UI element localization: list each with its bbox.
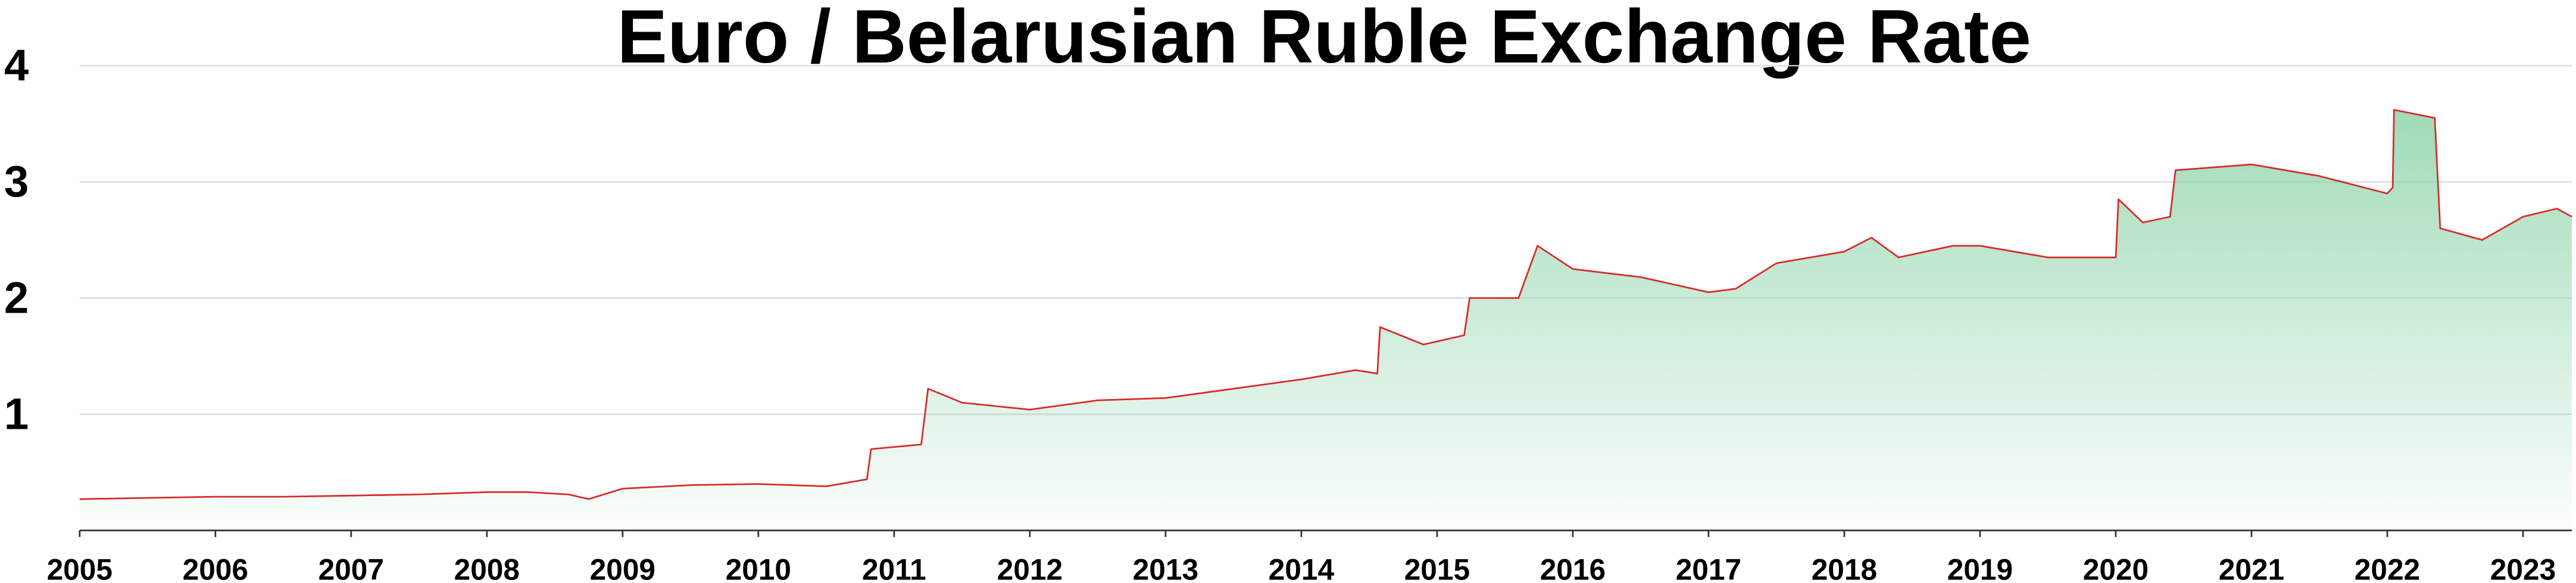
y-tick-label: 2	[4, 273, 29, 322]
x-tick-label: 2022	[2355, 553, 2420, 583]
x-tick-label: 2008	[454, 553, 520, 583]
area-fill	[79, 110, 2572, 531]
x-tick-label: 2017	[1676, 553, 1741, 583]
x-tick-label: 2006	[183, 553, 248, 583]
x-tick-label: 2019	[1947, 553, 2013, 583]
x-tick-label: 2011	[862, 553, 926, 583]
y-tick-label: 3	[4, 157, 29, 206]
x-tick-label: 2016	[1540, 553, 1606, 583]
x-tick-label: 2013	[1133, 553, 1198, 583]
line	[79, 109, 2572, 500]
x-tick-label: 2010	[726, 553, 791, 583]
y-tick-label: 1	[4, 389, 29, 438]
x-tick-label: 2012	[997, 553, 1063, 583]
x-tick-label: 2021	[2219, 553, 2284, 583]
x-tick-label: 2009	[590, 553, 655, 583]
x-tick-label: 2018	[1812, 553, 1877, 583]
x-tick-label: 2020	[2083, 553, 2149, 583]
x-tick-label: 2023	[2490, 553, 2556, 583]
y-tick-label: 4	[4, 40, 29, 90]
x-tick-label: 2014	[1269, 553, 1335, 583]
chart-title: Euro / Belarusian Ruble Exchange Rate	[617, 0, 2031, 79]
x-tick-label: 2005	[47, 553, 113, 583]
x-tick-label: 2007	[319, 553, 384, 583]
x-tick-label: 2015	[1404, 553, 1470, 583]
